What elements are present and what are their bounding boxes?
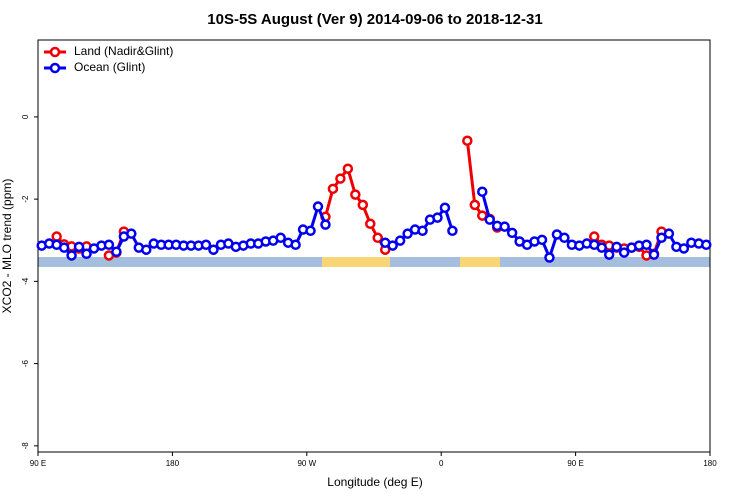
land-strip <box>460 257 500 267</box>
data-point <box>66 250 77 261</box>
data-point <box>208 244 219 255</box>
data-point <box>432 212 443 223</box>
legend-label: Ocean (Glint) <box>74 60 145 74</box>
data-point <box>290 239 301 251</box>
data-point <box>499 221 510 232</box>
legend-marker <box>49 62 61 74</box>
data-point <box>81 248 92 260</box>
legend-item: Land (Nadir&Glint) <box>44 44 173 58</box>
data-point <box>103 239 115 251</box>
data-point <box>536 234 548 246</box>
data-point <box>58 242 70 253</box>
data-point <box>618 247 630 258</box>
data-point <box>111 246 122 258</box>
x-tick-label: 90 W <box>297 459 316 468</box>
data-point <box>462 135 473 146</box>
data-point <box>402 228 413 239</box>
y-tick-label: -6 <box>21 359 30 367</box>
data-point <box>335 173 346 184</box>
x-tick-label: 90 E <box>30 459 46 468</box>
x-axis-label: Longitude (deg E) <box>327 475 422 489</box>
legend-marker <box>49 46 61 58</box>
data-point <box>648 249 660 260</box>
data-point <box>611 241 622 253</box>
data-point <box>372 232 383 244</box>
data-point <box>678 243 690 254</box>
data-point <box>484 214 495 225</box>
data-point <box>417 225 428 237</box>
data-point <box>365 218 376 230</box>
x-tick-label: 180 <box>703 459 717 468</box>
data-point <box>200 239 212 251</box>
surface-strip <box>38 257 710 267</box>
data-point <box>350 189 361 200</box>
legend-label: Land (Nadir&Glint) <box>74 44 173 58</box>
data-point <box>126 228 137 239</box>
data-point <box>141 244 152 255</box>
y-tick-label: -4 <box>21 277 30 285</box>
data-point <box>275 232 286 244</box>
data-point <box>603 249 615 260</box>
x-tick-label: 90 E <box>567 459 583 468</box>
data-point <box>506 227 518 239</box>
data-point <box>312 201 324 212</box>
data-point <box>73 241 85 253</box>
data-point <box>51 231 62 242</box>
data-point <box>394 235 406 246</box>
data-point <box>469 199 481 211</box>
legend-item: Ocean (Glint) <box>44 60 145 74</box>
data-point <box>320 219 331 230</box>
data-point <box>701 239 712 251</box>
data-point <box>477 186 488 197</box>
x-tick-label: 180 <box>166 459 180 468</box>
series <box>36 186 712 263</box>
y-tick-label: -8 <box>21 442 30 450</box>
data-point <box>544 252 555 263</box>
data-point <box>641 239 652 251</box>
data-point <box>387 240 398 251</box>
data-point <box>589 231 600 242</box>
data-point <box>357 199 369 211</box>
data-point <box>656 232 667 244</box>
chart-title: 10S-5S August (Ver 9) 2014-09-06 to 2018… <box>207 11 542 28</box>
y-tick-label: -2 <box>21 195 30 203</box>
data-point <box>663 228 675 239</box>
data-point <box>439 202 451 214</box>
data-point <box>305 225 316 237</box>
x-tick-label: 0 <box>439 459 444 468</box>
data-point <box>596 242 607 253</box>
data-point <box>342 163 354 174</box>
y-tick-label: 0 <box>21 114 30 119</box>
data-point <box>327 183 339 195</box>
y-axis-label: XCO2 - MLO trend (ppm) <box>0 179 14 314</box>
land-strip <box>322 257 390 267</box>
data-point <box>559 232 570 244</box>
data-point <box>447 225 458 237</box>
